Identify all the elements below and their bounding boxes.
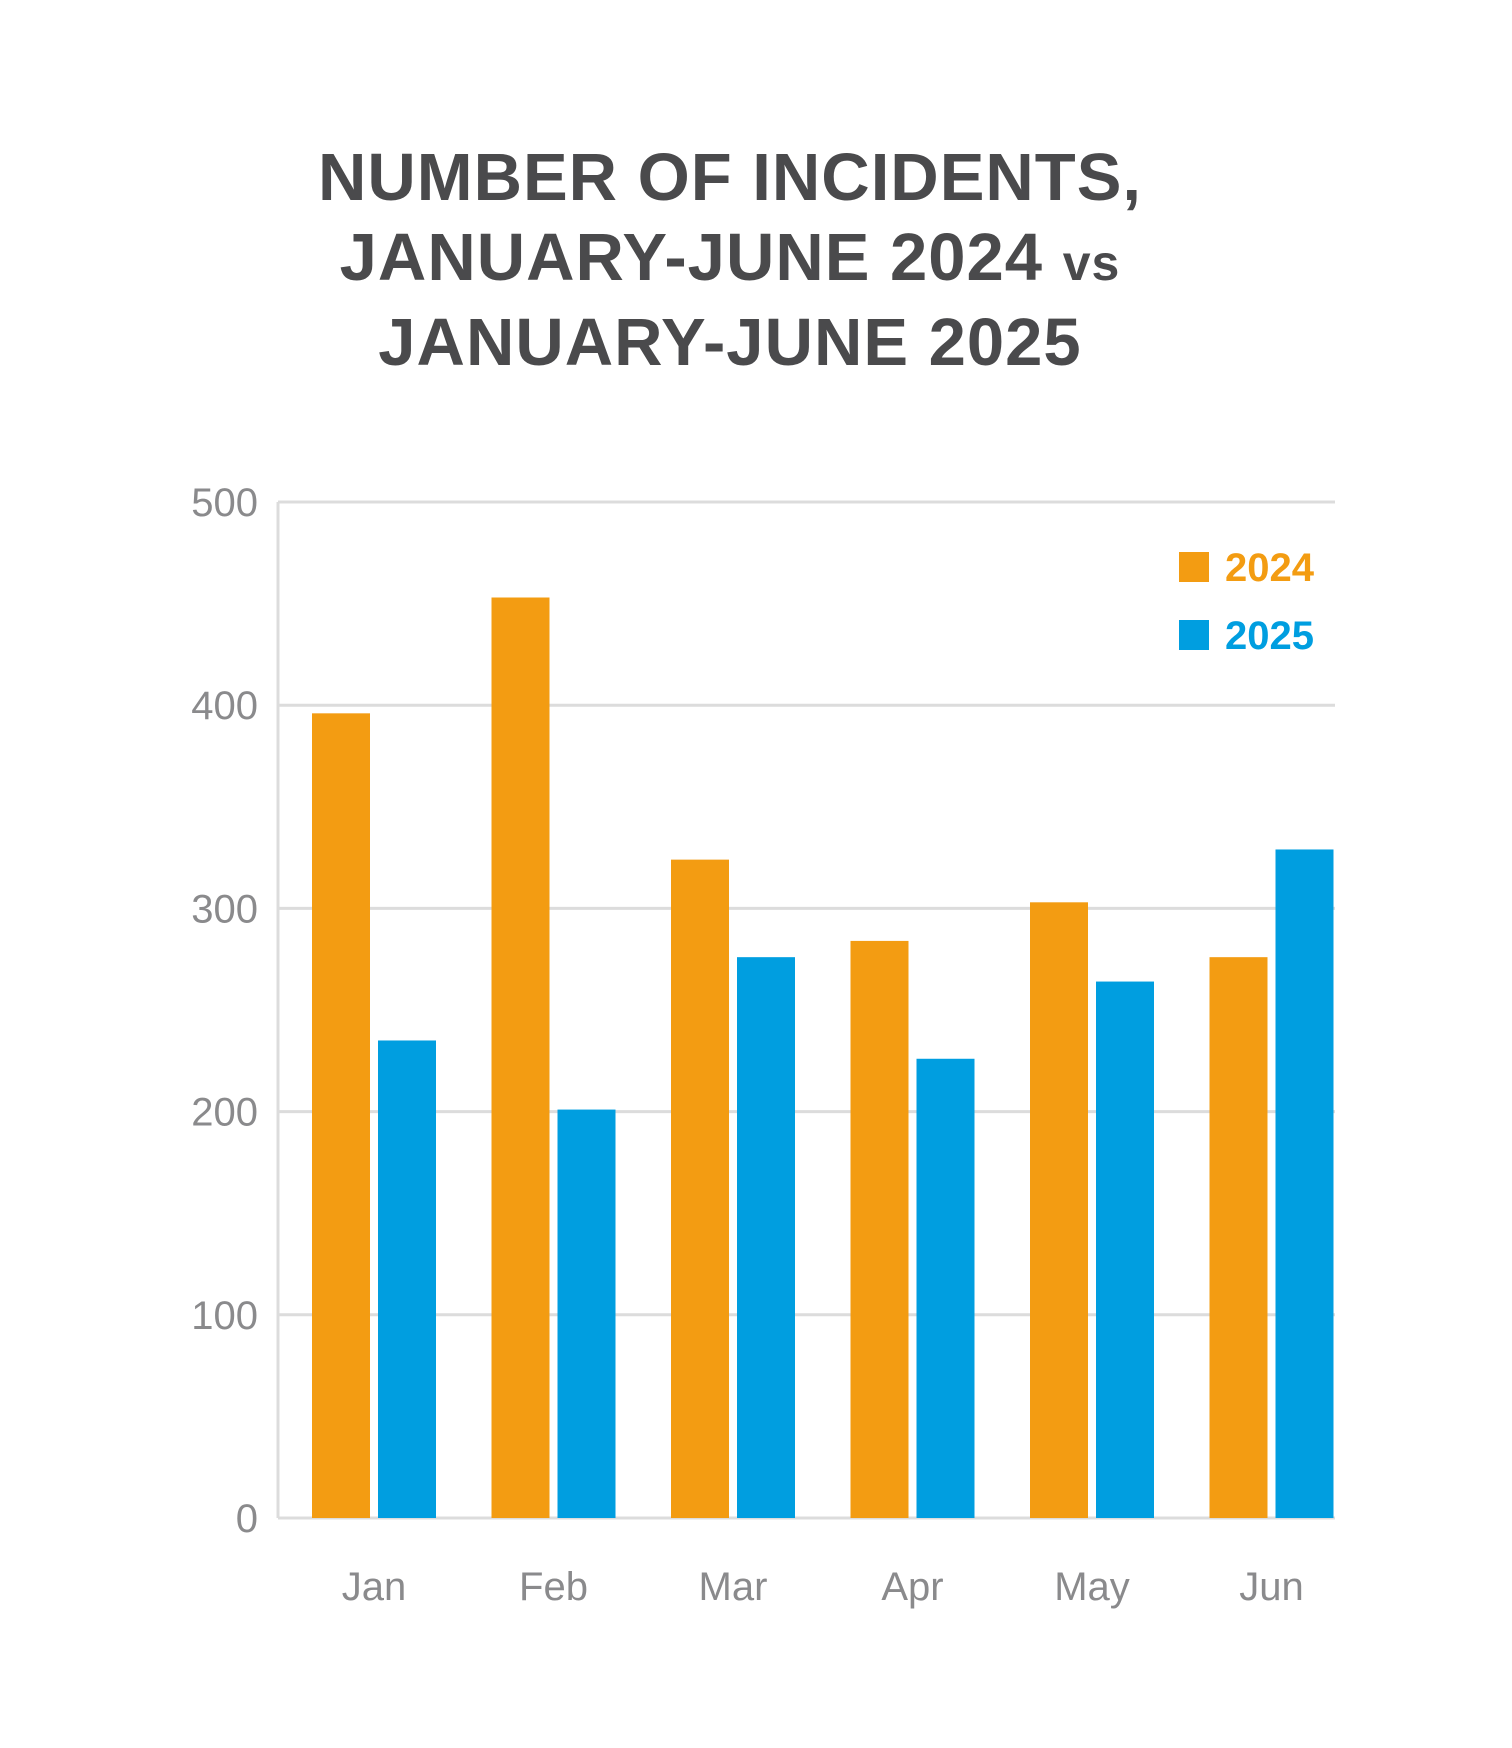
- bar-2025-Jun: [1275, 849, 1334, 1518]
- x-tick-label: Mar: [699, 1565, 768, 1609]
- chart-title-vs: vs: [1062, 235, 1121, 291]
- bar-2024-Feb: [491, 597, 550, 1518]
- bar-2024-Mar: [671, 859, 729, 1518]
- bar-2025-May: [1096, 981, 1154, 1518]
- x-tick-label: May: [1054, 1565, 1130, 1609]
- legend: 2024 2025: [1179, 546, 1315, 658]
- gridlines: [276, 500, 1335, 1520]
- chart-title-line-3: JANUARY-JUNE 2025: [378, 305, 1082, 380]
- y-tick-label: 100: [191, 1294, 258, 1338]
- y-tick-label: 0: [236, 1497, 258, 1541]
- legend-swatch-2024: [1179, 552, 1209, 582]
- x-axis-ticks: Jan Feb Mar Apr May Jun: [342, 1565, 1304, 1609]
- bar-2024-Jun: [1209, 957, 1268, 1518]
- y-tick-label: 300: [191, 887, 258, 931]
- y-axis-ticks: 0 100 200 300 400 500: [191, 481, 258, 1541]
- bar-2025-Apr: [916, 1058, 975, 1518]
- y-tick-label: 200: [191, 1091, 258, 1135]
- x-tick-label: Jun: [1239, 1565, 1304, 1609]
- bar-2025-Jan: [378, 1040, 436, 1518]
- x-tick-label: Jan: [342, 1565, 407, 1609]
- bar-2024-Jan: [312, 713, 370, 1518]
- chart-title-line-1: NUMBER OF INCIDENTS,: [318, 140, 1142, 215]
- chart-title: NUMBER OF INCIDENTS, JANUARY-JUNE 2024 v…: [0, 138, 1460, 383]
- bar-2025-Feb: [557, 1109, 616, 1518]
- bar-2025-Mar: [737, 957, 795, 1518]
- bars: [312, 597, 1334, 1518]
- y-tick-label: 400: [191, 684, 258, 728]
- bar-2024-May: [1030, 902, 1088, 1518]
- chart-title-line-2: JANUARY-JUNE 2024 vs: [0, 218, 1460, 303]
- chart-title-line-2-main: JANUARY-JUNE 2024: [339, 220, 1044, 295]
- bar-2024-Apr: [850, 940, 909, 1518]
- x-tick-label: Apr: [881, 1565, 943, 1609]
- legend-label-2025: 2025: [1225, 614, 1314, 658]
- legend-swatch-2025: [1179, 620, 1209, 650]
- y-tick-label: 500: [191, 481, 258, 525]
- legend-label-2024: 2024: [1225, 546, 1315, 590]
- x-tick-label: Feb: [519, 1565, 588, 1609]
